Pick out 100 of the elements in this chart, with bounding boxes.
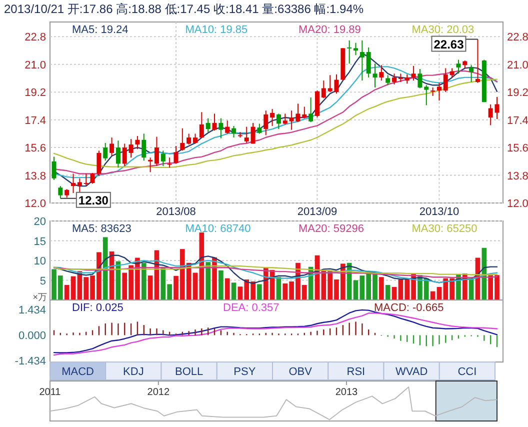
- candlestick: [225, 120, 230, 134]
- line-series: [53, 265, 498, 276]
- candlestick: [212, 113, 217, 132]
- text: MA30: 65250: [412, 223, 478, 235]
- text: DIF: 0.025: [72, 302, 124, 314]
- candlestick: [199, 112, 204, 138]
- candlestick: [244, 126, 249, 144]
- y-tick-label: 15: [34, 236, 46, 248]
- y-tick-label: 10: [34, 256, 46, 268]
- annotation: 12.30: [78, 193, 109, 208]
- line-series: [53, 260, 498, 284]
- bar: [392, 286, 397, 300]
- chart-title: 2013/10/21 开:17.86 高:18.88 低:17.45 收:18.41 量:63386 幅:1.94%: [4, 2, 364, 16]
- y2-tick-label: 21.0: [507, 59, 528, 72]
- bar: [257, 284, 262, 300]
- line-series: [53, 254, 498, 284]
- candlestick: [186, 133, 192, 145]
- candlestick: [366, 46, 371, 78]
- text: KDJ: [123, 366, 144, 378]
- candlestick: [276, 113, 281, 130]
- y2-tick-label: 12.0: [507, 198, 528, 210]
- candlestick: [488, 104, 493, 126]
- candlestick: [232, 125, 236, 138]
- y2-tick-label: 22.8: [507, 32, 528, 44]
- candlestick: [450, 68, 454, 78]
- series-label: DEA: 0.357: [223, 302, 280, 314]
- y2-tick-label: 19.2: [507, 87, 528, 100]
- candlestick: [128, 138, 134, 158]
- text: MA10: 19.85: [185, 24, 248, 36]
- candlestick: [135, 135, 140, 150]
- y-tick-label: 1.434: [18, 304, 46, 317]
- x-tick-label: 2013/08: [156, 206, 196, 218]
- y-axis-title: ×万: [32, 292, 47, 302]
- y-tick-label: 20: [34, 216, 46, 228]
- candlestick: [372, 63, 378, 88]
- candlestick: [360, 40, 364, 82]
- candlestick: [103, 142, 108, 162]
- candlestick: [110, 137, 114, 157]
- text: BOLL: [174, 366, 204, 378]
- bar: [192, 272, 198, 300]
- bar: [353, 280, 358, 300]
- y-tick-label: 21.0: [24, 59, 46, 72]
- candlestick: [180, 128, 185, 152]
- y2-tick-label: 17.4: [507, 114, 528, 127]
- candlestick: [347, 40, 352, 64]
- bar: [231, 282, 236, 300]
- candlestick: [404, 74, 410, 84]
- bar: [224, 278, 230, 300]
- candlestick: [386, 74, 390, 86]
- text: MA10: 68740: [185, 223, 251, 235]
- candlestick: [411, 65, 416, 82]
- y-tick-label: 5: [40, 275, 46, 288]
- series-label: MACD: -0.665: [374, 302, 444, 314]
- x-tick-label: 2013/09: [297, 206, 338, 218]
- candlestick: [218, 118, 224, 139]
- candlestick: [167, 157, 172, 168]
- y-tick-label: -1.434: [14, 356, 46, 368]
- text: WVAD: [395, 366, 428, 378]
- text: MA20: 59296: [298, 223, 364, 235]
- y2-tick-label: 15.6: [507, 142, 528, 155]
- candlestick: [418, 68, 422, 89]
- candlestick: [354, 42, 358, 56]
- candlestick: [379, 64, 384, 82]
- text: RSI: [346, 366, 366, 378]
- y-tick-label: 15.6: [24, 142, 46, 155]
- y2-tick-label: 13.8: [507, 170, 528, 182]
- candlestick: [392, 73, 397, 85]
- candlestick: [58, 186, 63, 199]
- candlestick: [116, 140, 120, 168]
- candlestick: [90, 172, 95, 184]
- candlestick: [308, 96, 314, 123]
- candlestick: [469, 64, 474, 83]
- bar: [70, 276, 76, 300]
- bar: [102, 237, 108, 300]
- candlestick: [321, 80, 326, 99]
- y-tick-label: 17.4: [24, 114, 46, 127]
- candlestick: [142, 133, 146, 162]
- candlestick: [250, 122, 256, 144]
- x-tick-label: 2012: [147, 387, 170, 398]
- line-series: [53, 267, 498, 278]
- candlestick: [71, 173, 76, 194]
- x-tick-label: 2011: [39, 387, 62, 398]
- candlestick: [96, 150, 102, 177]
- bar: [379, 277, 384, 300]
- bar: [206, 262, 210, 300]
- candlestick: [475, 38, 480, 84]
- y-tick-label: 22.8: [24, 32, 46, 44]
- candlestick: [443, 68, 448, 93]
- text: MA5: 83623: [72, 223, 132, 235]
- y-tick-label: 12.0: [24, 198, 46, 210]
- candlestick: [282, 113, 288, 125]
- candlestick: [174, 146, 178, 164]
- bar: [64, 284, 70, 300]
- candlestick: [148, 157, 153, 173]
- candlestick: [456, 59, 461, 74]
- candlestick: [206, 118, 210, 133]
- candlestick: [264, 110, 268, 136]
- y-tick-label: 19.2: [24, 87, 46, 100]
- candlestick: [424, 84, 429, 106]
- annotation: 22.63: [434, 37, 464, 52]
